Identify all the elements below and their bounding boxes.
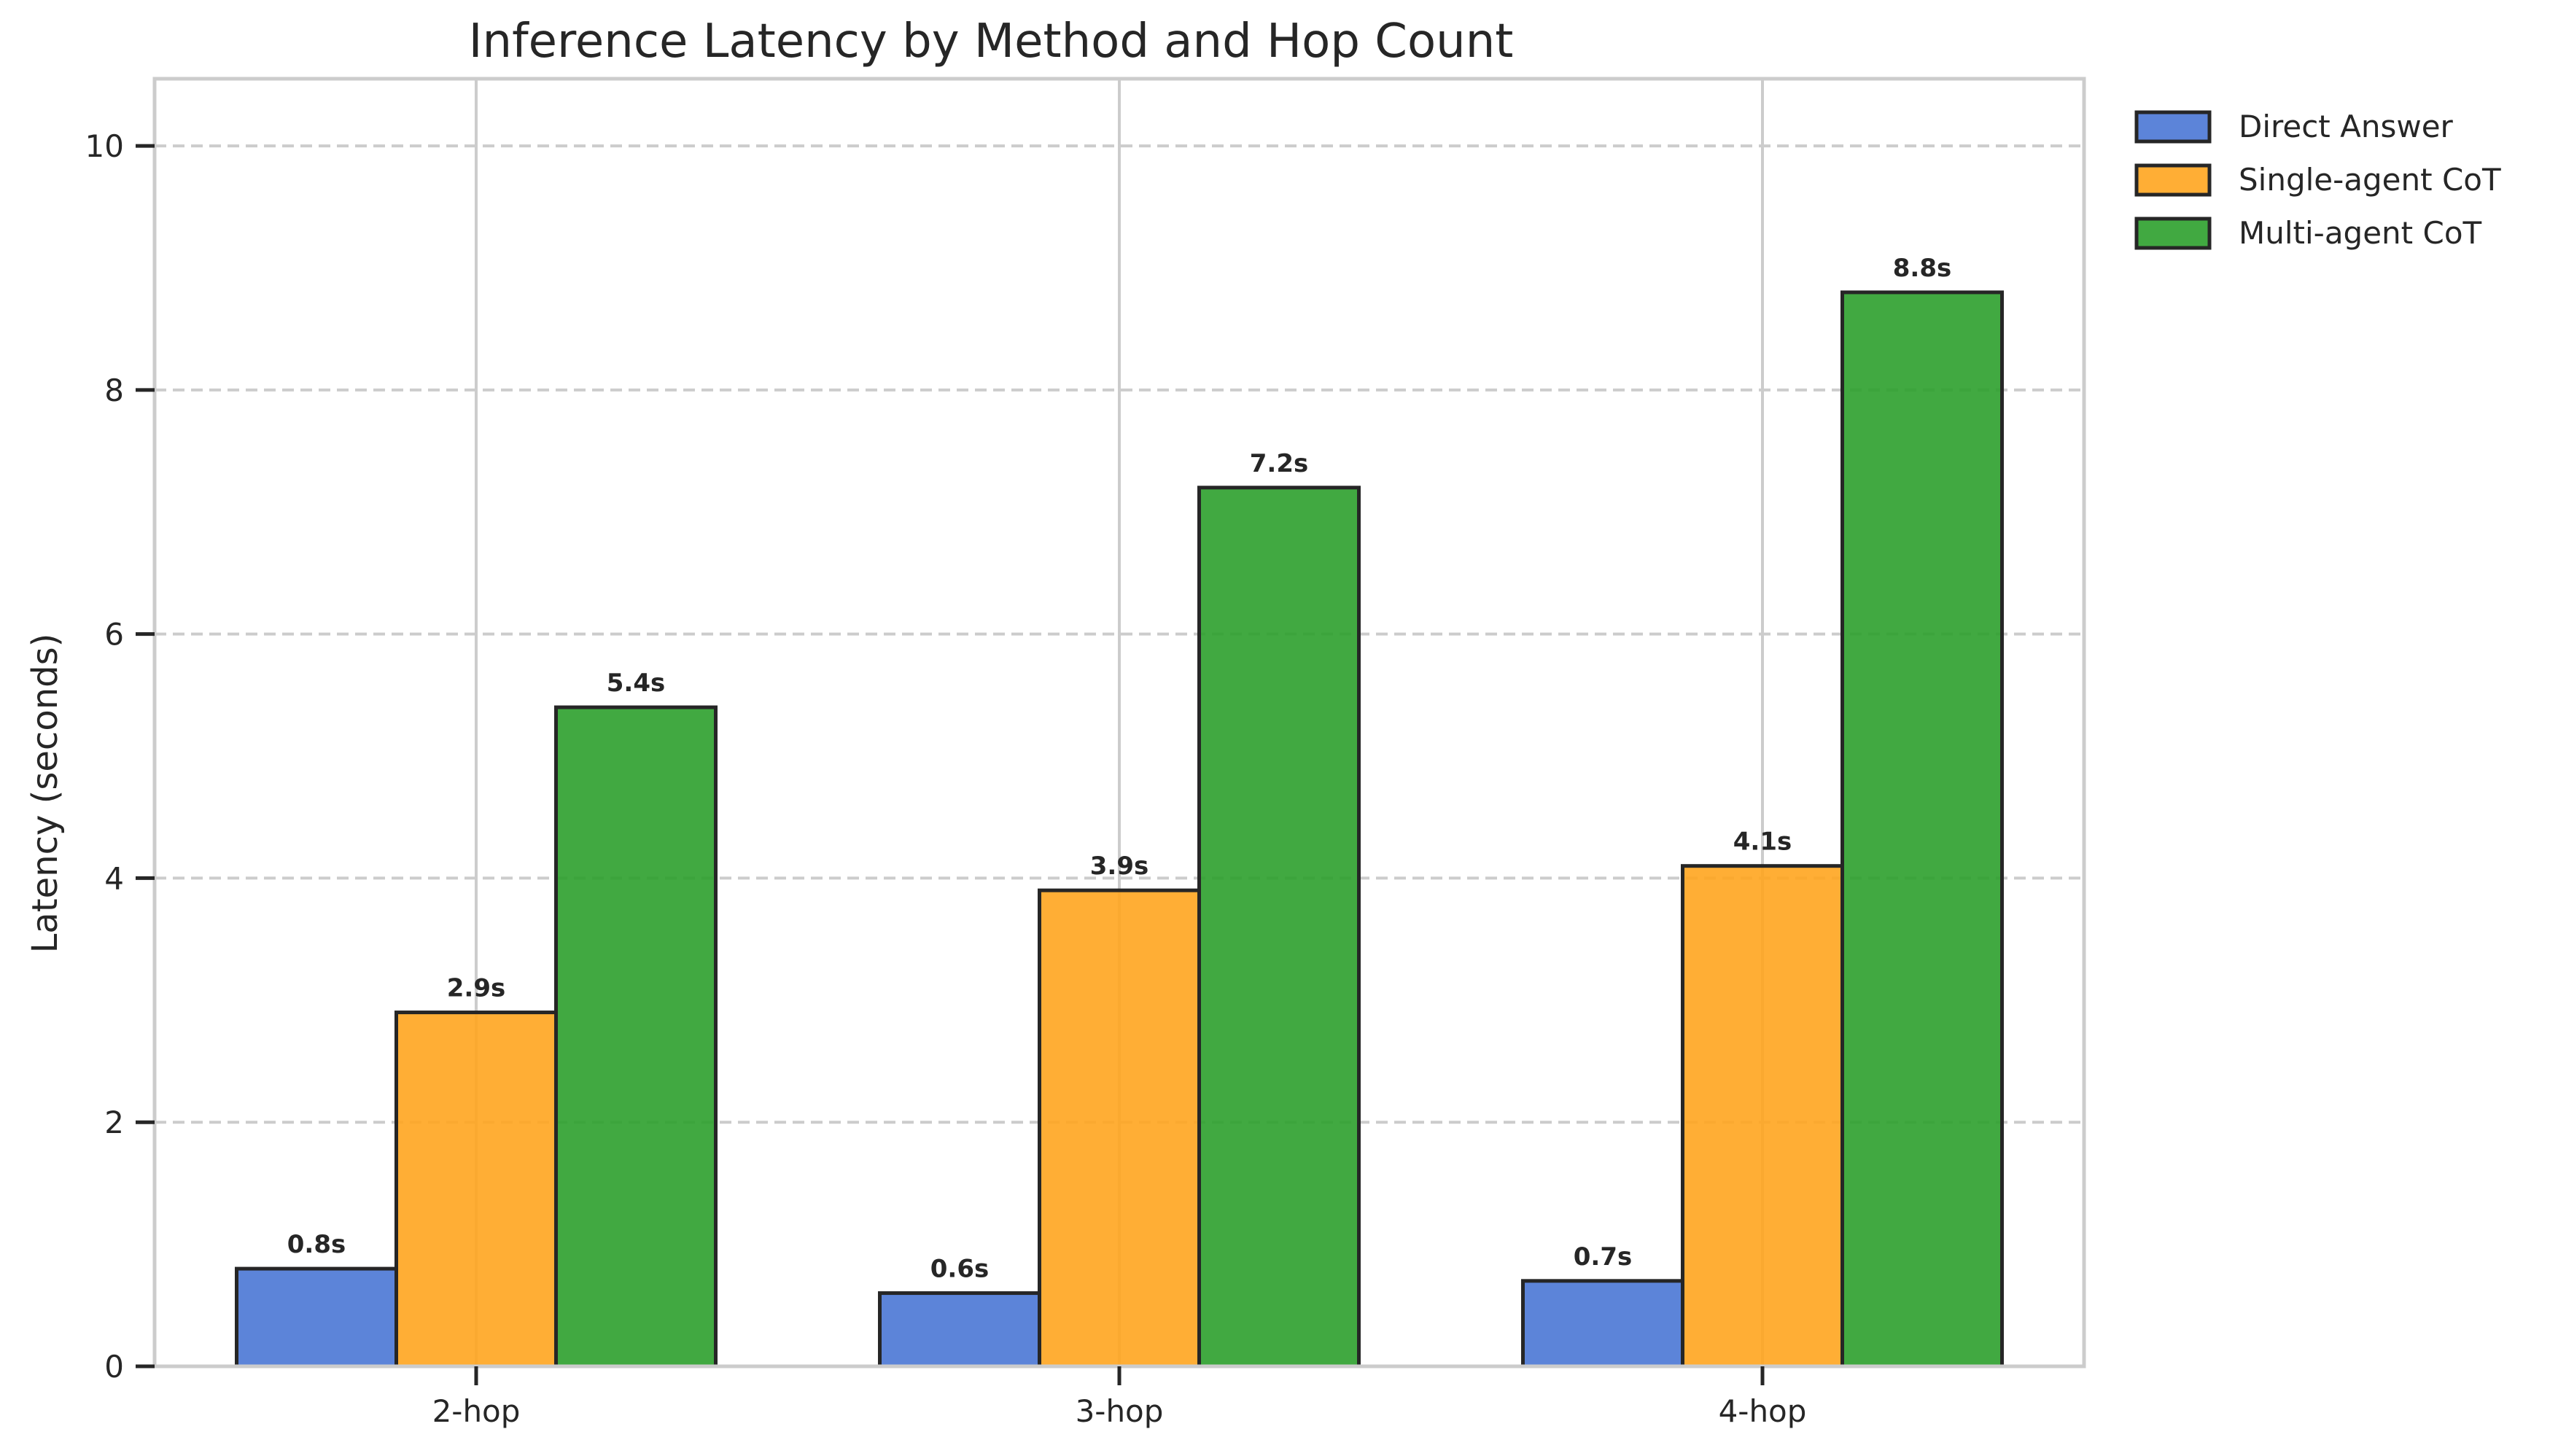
legend-label: Single-agent CoT <box>2239 162 2501 198</box>
data-label: 8.8s <box>1893 254 1951 283</box>
data-labels-group: 0.8s 0.6s 0.7s 2.9s 3.9s 4.1s 5.4s 7.2s 8.8s <box>287 254 1951 1284</box>
legend-swatch <box>2134 110 2212 144</box>
bar-single-agent-cot-3-hop <box>1038 888 1201 1369</box>
y-tick-label: 8 <box>104 373 124 408</box>
y-tick-label: 10 <box>85 128 124 164</box>
bar-direct-answer-2-hop <box>235 1266 398 1369</box>
legend-swatch <box>2134 163 2212 197</box>
bar-single-agent-cot-4-hop <box>1681 864 1844 1369</box>
y-tick-label: 2 <box>104 1105 124 1140</box>
x-tick-label: 3-hop <box>1076 1393 1164 1429</box>
x-axis-ticks: 2-hop 3-hop 4-hop <box>432 1366 1807 1429</box>
x-tick-label: 2-hop <box>432 1393 521 1429</box>
bar-multi-agent-cot-4-hop <box>1840 290 2004 1369</box>
y-axis-ticks: 0 2 4 6 8 10 <box>85 128 155 1385</box>
legend: Direct Answer Single-agent CoT Multi-agent… <box>2134 109 2501 251</box>
data-label: 3.9s <box>1090 852 1148 881</box>
y-tick-label: 6 <box>104 617 124 653</box>
bars-group <box>235 290 2004 1369</box>
data-label: 2.9s <box>447 974 505 1003</box>
bar-direct-answer-3-hop <box>878 1291 1041 1369</box>
x-tick-label: 4-hop <box>1719 1393 1807 1429</box>
y-tick-label: 0 <box>104 1349 124 1385</box>
data-label: 0.7s <box>1574 1242 1632 1272</box>
data-label: 4.1s <box>1733 828 1792 857</box>
legend-label: Direct Answer <box>2239 109 2454 144</box>
data-label: 0.8s <box>287 1230 346 1259</box>
bar-direct-answer-4-hop <box>1521 1279 1684 1369</box>
bar-multi-agent-cot-3-hop <box>1197 486 1361 1369</box>
bar-single-agent-cot-2-hop <box>394 1011 558 1369</box>
data-label: 7.2s <box>1250 449 1308 478</box>
bar-multi-agent-cot-2-hop <box>554 705 718 1369</box>
y-axis-label: Latency (seconds) <box>25 634 66 954</box>
legend-label: Multi-agent CoT <box>2239 215 2482 251</box>
y-tick-label: 4 <box>104 860 124 896</box>
data-label: 0.6s <box>930 1255 989 1284</box>
legend-swatch <box>2134 217 2212 250</box>
data-label: 5.4s <box>607 669 665 698</box>
chart-title: Inference Latency by Method and Hop Coun… <box>469 15 1514 69</box>
